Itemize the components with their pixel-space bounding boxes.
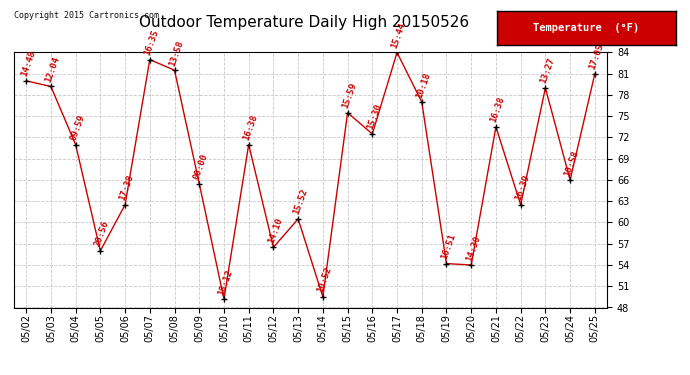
Text: 16:35: 16:35 xyxy=(143,28,160,57)
Text: 10:52: 10:52 xyxy=(316,266,333,294)
Text: 14:48: 14:48 xyxy=(19,50,37,78)
Text: 15:44: 15:44 xyxy=(390,21,408,50)
Text: 15:30: 15:30 xyxy=(365,103,383,131)
Text: 13:27: 13:27 xyxy=(538,57,556,85)
Text: 18:12: 18:12 xyxy=(217,268,235,296)
Text: Outdoor Temperature Daily High 20150526: Outdoor Temperature Daily High 20150526 xyxy=(139,15,469,30)
Text: 16:39: 16:39 xyxy=(513,174,531,202)
Text: 17:05: 17:05 xyxy=(588,43,605,71)
Text: 17:38: 17:38 xyxy=(118,174,136,202)
Text: 10:18: 10:18 xyxy=(415,71,433,99)
Text: 00:00: 00:00 xyxy=(193,152,210,181)
Text: 12:04: 12:04 xyxy=(44,56,61,84)
Text: 16:51: 16:51 xyxy=(440,232,457,261)
Text: 10:58: 10:58 xyxy=(563,149,581,177)
Text: Temperature  (°F): Temperature (°F) xyxy=(533,23,640,33)
Text: 09:59: 09:59 xyxy=(68,114,86,142)
Text: 13:58: 13:58 xyxy=(168,39,185,68)
Text: 14:10: 14:10 xyxy=(266,216,284,244)
Text: 20:56: 20:56 xyxy=(93,220,111,248)
Text: 16:38: 16:38 xyxy=(489,96,506,124)
Text: Copyright 2015 Cartronics.com: Copyright 2015 Cartronics.com xyxy=(14,11,159,20)
Text: 15:52: 15:52 xyxy=(291,188,308,216)
Text: 15:59: 15:59 xyxy=(341,82,358,110)
Text: 16:38: 16:38 xyxy=(241,114,259,142)
Text: 14:30: 14:30 xyxy=(464,234,482,262)
